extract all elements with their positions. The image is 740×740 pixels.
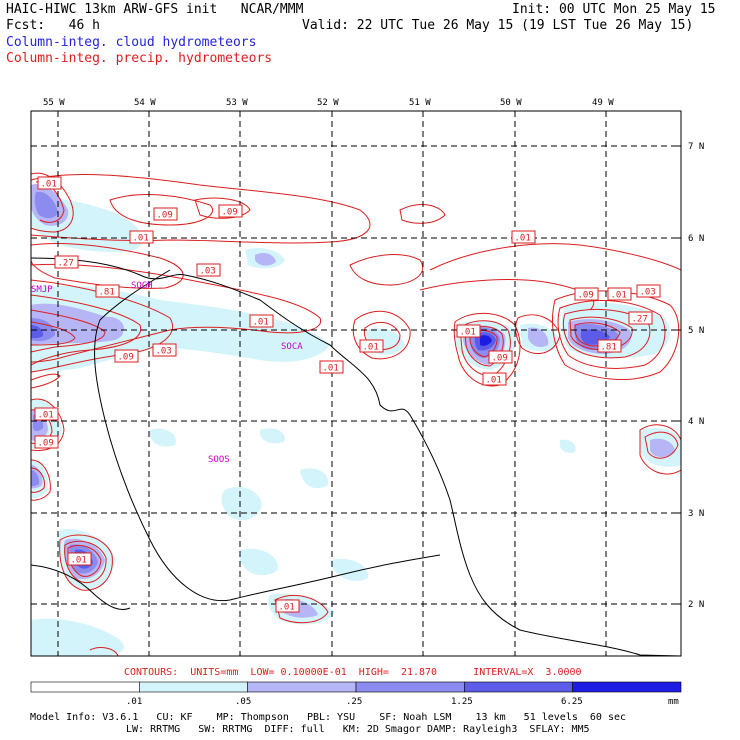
model-info-line2: LW: RRTMG SW: RRTMG DIFF: full KM: 2D Sm…	[126, 724, 590, 735]
lat-lon-grid	[31, 111, 681, 656]
contour-label: .03	[640, 288, 656, 298]
lat-label: 6 N	[688, 234, 704, 244]
contour-label: .01	[323, 364, 339, 374]
lat-label: 7 N	[688, 142, 704, 152]
contour-label-box	[482, 372, 507, 386]
contour-label-box	[153, 207, 178, 221]
contour-label-box	[636, 284, 661, 298]
contour-label: .01	[279, 603, 295, 613]
lat-label: 4 N	[688, 417, 704, 427]
map-frame	[30, 110, 682, 657]
lon-label: 49 W	[592, 98, 614, 108]
contour-label: .01	[486, 376, 502, 386]
contour-label: .01	[38, 411, 54, 421]
contour-label-box	[152, 343, 177, 357]
precip-field-label: Column-integ. precip. hydrometeors	[6, 51, 273, 66]
contour-label: .01	[253, 318, 269, 328]
cloud-field-label: Column-integ. cloud hydrometeors	[6, 35, 257, 50]
model-info-line1: Model Info: V3.6.1 CU: KF MP: Thompson P…	[30, 712, 627, 723]
contour-label-box	[129, 230, 154, 244]
station-label: SOGH	[131, 281, 153, 291]
contour-label: .81	[601, 343, 617, 353]
contour-label: .01	[71, 556, 87, 566]
contour-label: .01	[515, 234, 531, 244]
contour-label-box	[114, 349, 139, 363]
lon-label: 55 W	[43, 98, 65, 108]
lat-label: 5 N	[688, 326, 704, 336]
contour-label-box	[275, 599, 300, 613]
contour-label: .01	[41, 180, 57, 190]
contour-label-box	[218, 204, 243, 218]
contour-label-box	[34, 435, 59, 449]
contour-label: .09	[492, 354, 508, 364]
contour-label-box	[249, 314, 274, 328]
forecast-hour: Fcst: 46 h	[6, 18, 100, 33]
colorbar-segment	[355, 681, 465, 693]
contour-label: .27	[58, 259, 74, 269]
valid-time: Valid: 22 UTC Tue 26 May 15 (19 LST Tue …	[302, 18, 694, 33]
colorbar-tick: 6.25	[561, 697, 583, 707]
contour-info: CONTOURS: UNITS=mm LOW= 0.10000E-01 HIGH…	[124, 667, 582, 678]
contour-label: .03	[156, 347, 172, 357]
contour-label: .27	[632, 315, 648, 325]
contour-label: .81	[99, 288, 115, 298]
lon-label: 51 W	[409, 98, 431, 108]
contour-labels: .01 .09 .09 .01 .27 .03 .81 .01 .09 .03 .01 .01 .01.…	[34, 176, 661, 613]
contour-label-box	[196, 263, 221, 277]
contour-label-box	[34, 407, 59, 421]
station-label: SOCA	[281, 342, 303, 352]
colorbar-tick: .01	[126, 697, 142, 707]
init-time: Init: 00 UTC Mon 25 May 15	[512, 2, 716, 17]
contour-label: .09	[222, 208, 238, 218]
contour-label: .01	[460, 328, 476, 338]
colorbar-segment	[464, 681, 573, 693]
lon-label: 52 W	[317, 98, 339, 108]
contour-label-box	[67, 552, 92, 566]
contour-label: .01	[363, 343, 379, 353]
colorbar-segment	[247, 681, 357, 693]
contour-label: .01	[133, 234, 149, 244]
lon-label: 50 W	[500, 98, 522, 108]
station-label: SOOS	[208, 455, 230, 465]
contour-label-box	[456, 324, 481, 338]
contour-label: .09	[38, 439, 54, 449]
contour-label-box	[607, 287, 632, 301]
plot-title: HAIC-HIWC 13km ARW-GFS init NCAR/MMM	[6, 2, 304, 17]
colorbar-segment	[30, 681, 140, 693]
lon-label: 53 W	[226, 98, 248, 108]
contour-label-box	[319, 360, 344, 374]
contour-label: .09	[157, 211, 173, 221]
contour-label-box	[488, 350, 513, 364]
contour-label: .01	[611, 291, 627, 301]
contour-label-box	[37, 176, 62, 190]
coastline	[30, 257, 682, 657]
colorbar-tick: .05	[235, 697, 251, 707]
contour-label: .09	[578, 291, 594, 301]
lat-label: 3 N	[688, 509, 704, 519]
colorbar-segment	[139, 681, 248, 693]
contour-label-box	[95, 284, 120, 298]
contour-label-box	[359, 339, 384, 353]
contour-label-box	[54, 255, 79, 269]
station-label: SMJP	[31, 285, 53, 295]
lat-label: 2 N	[688, 600, 704, 610]
colorbar	[30, 681, 682, 693]
contour-label-box	[511, 230, 536, 244]
axis-ticks	[57, 111, 681, 605]
lon-label: 54 W	[134, 98, 156, 108]
colorbar-segment	[572, 681, 682, 693]
colorbar-unit: mm	[668, 697, 679, 707]
contour-label: .09	[118, 353, 134, 363]
contour-label: .03	[200, 267, 216, 277]
contour-label-box	[628, 311, 653, 325]
shaded-fields	[31, 172, 681, 656]
colorbar-tick: 1.25	[451, 697, 473, 707]
colorbar-tick: .25	[346, 697, 362, 707]
contour-label-box	[597, 339, 622, 353]
contour-label-box	[574, 287, 599, 301]
